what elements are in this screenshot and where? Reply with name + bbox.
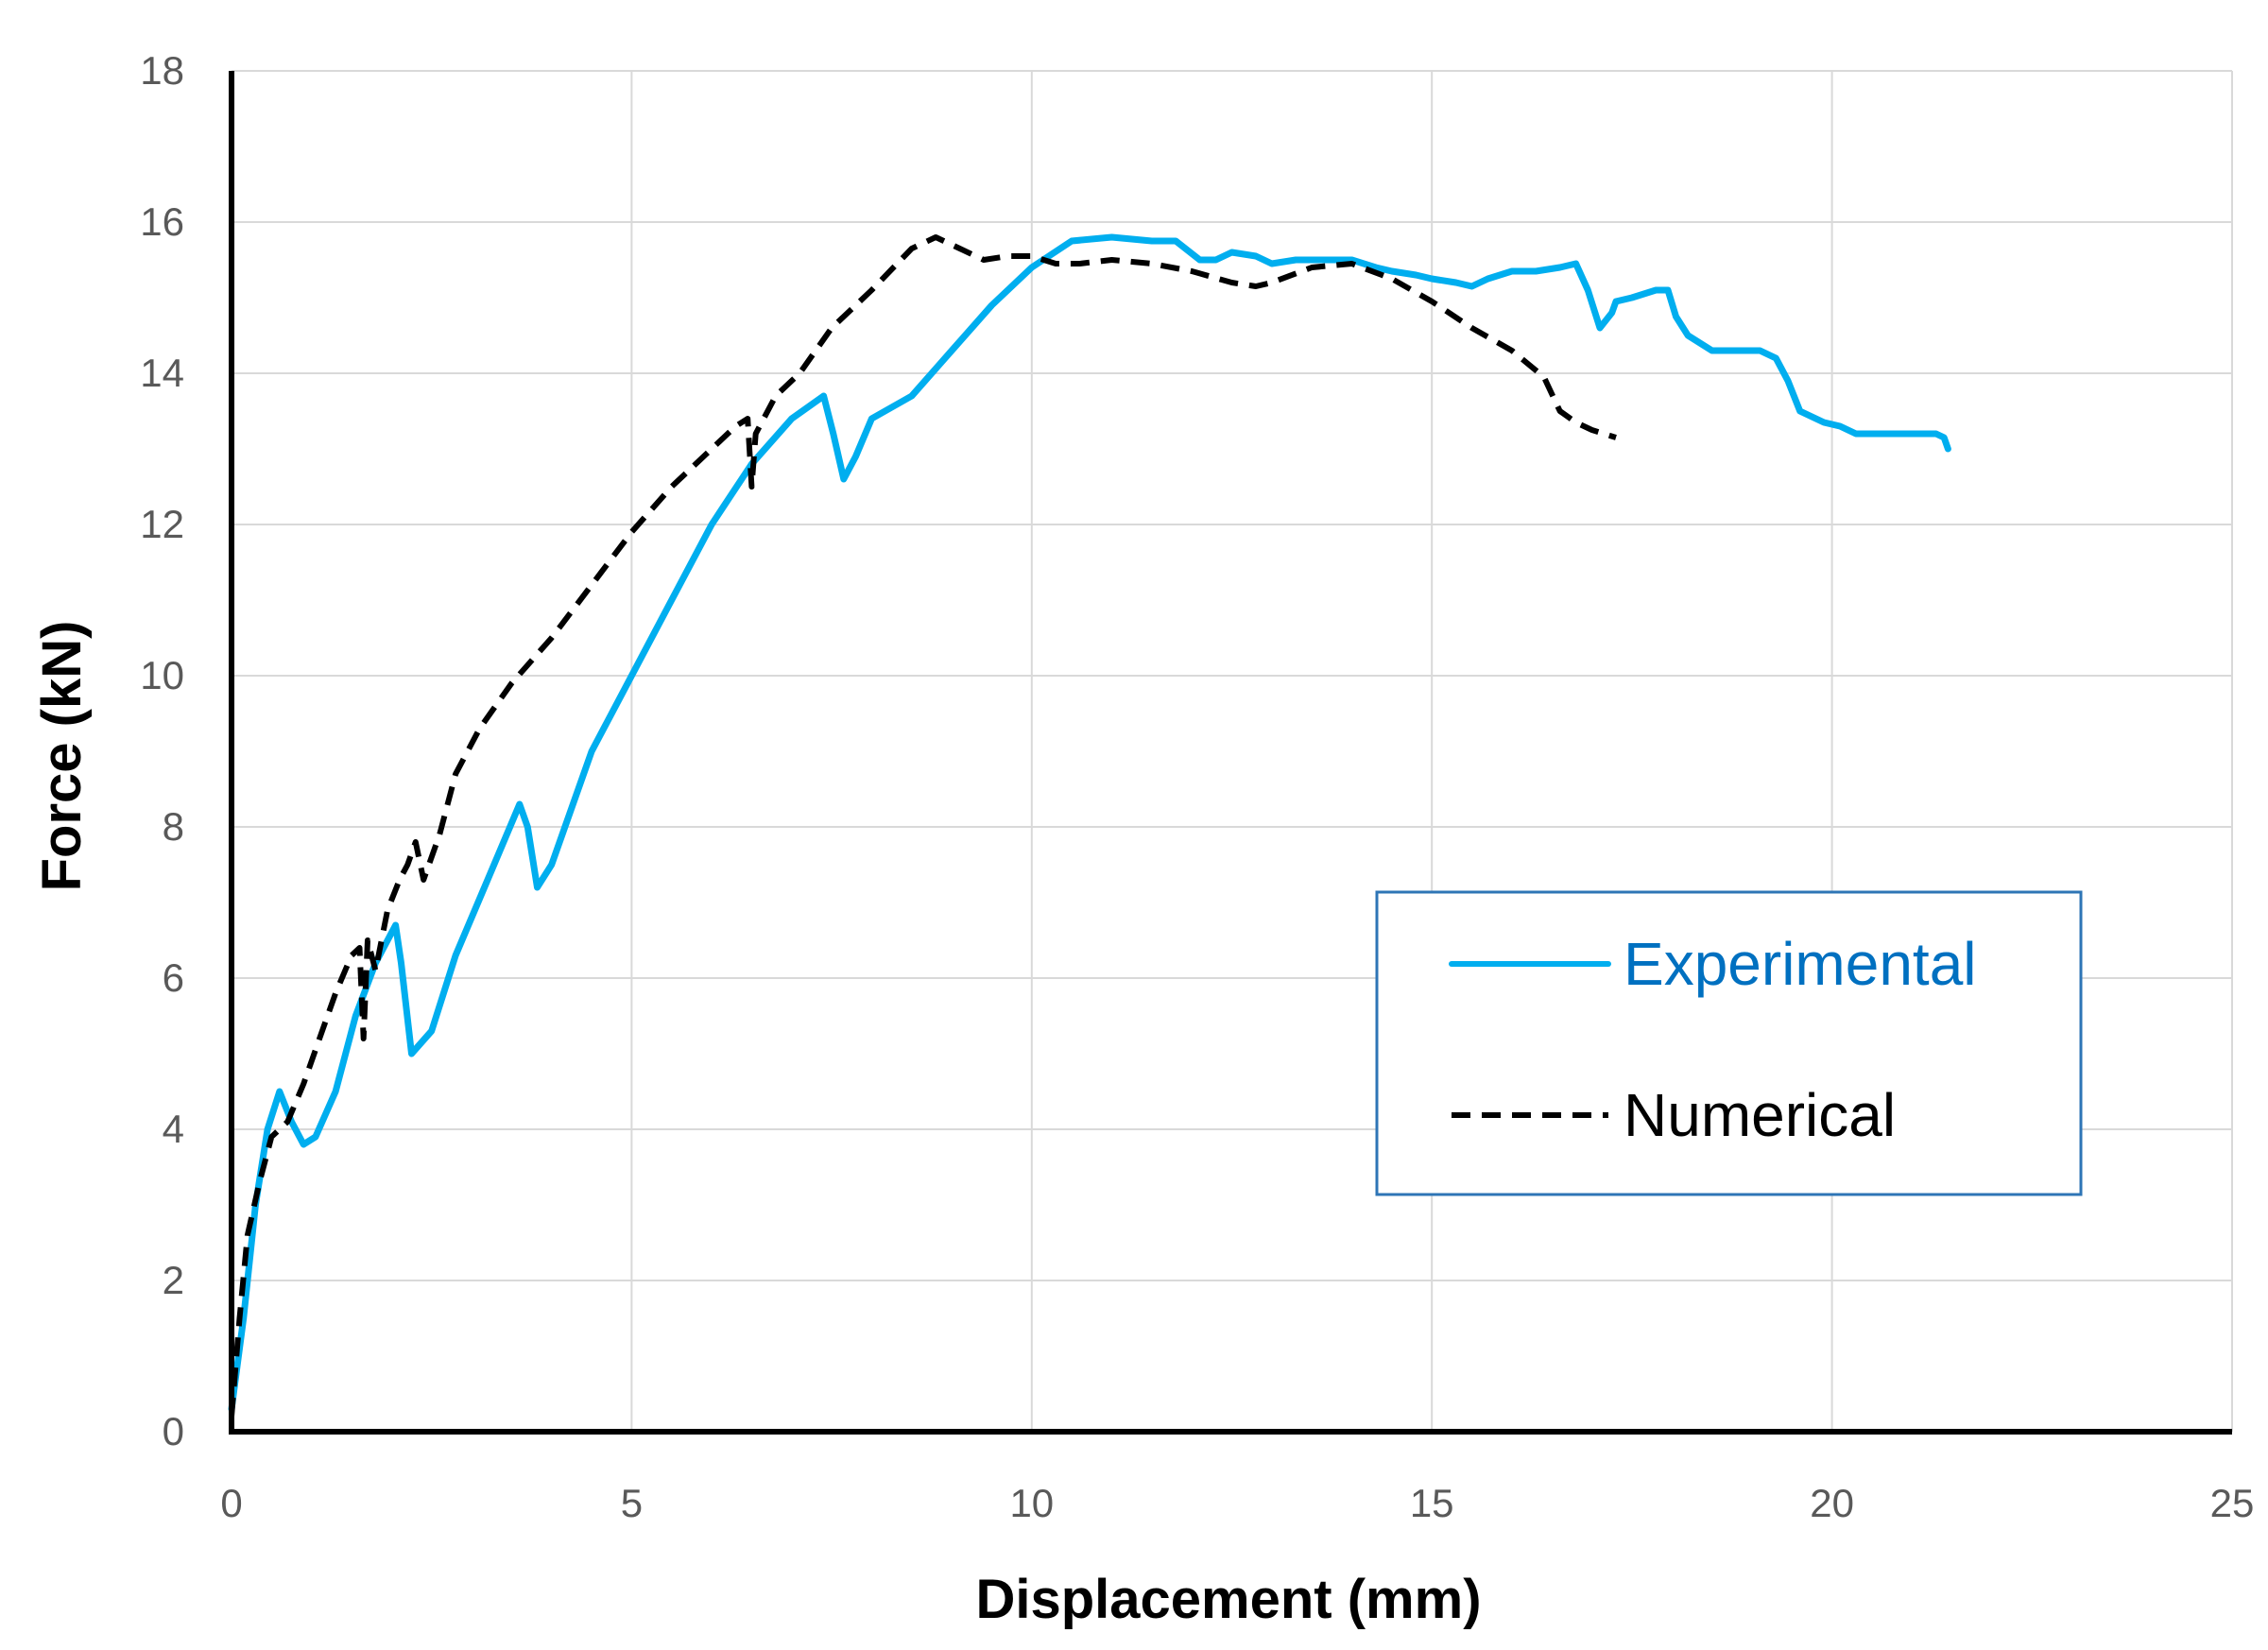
x-tick-labels: 0 5 10 15 20 25 xyxy=(220,1481,2254,1525)
y-tick-label: 4 xyxy=(163,1107,184,1151)
y-tick-label: 0 xyxy=(163,1409,184,1453)
y-axis-title: Force (kN) xyxy=(31,621,93,892)
y-tick-label: 6 xyxy=(163,955,184,1000)
gridlines xyxy=(232,70,2233,1432)
y-tick-label: 2 xyxy=(163,1258,184,1302)
series-line-numerical xyxy=(229,234,1617,1418)
y-tick-label: 10 xyxy=(140,653,184,697)
y-tick-label: 18 xyxy=(140,48,184,93)
x-tick-label: 5 xyxy=(621,1481,643,1525)
legend: Experimental Numerical xyxy=(1375,890,2083,1196)
legend-box xyxy=(1375,890,2083,1196)
series-layer xyxy=(228,233,1951,1418)
y-tick-label: 12 xyxy=(140,502,184,546)
y-tick-labels: 0 2 4 6 8 10 12 14 16 18 xyxy=(140,48,184,1453)
series-line-experimental xyxy=(228,233,1951,1413)
x-tick-label: 15 xyxy=(1410,1481,1454,1525)
y-tick-label: 16 xyxy=(140,199,184,244)
y-tick-label: 14 xyxy=(140,351,184,395)
x-axis-title: Displacement (mm) xyxy=(975,1569,1481,1630)
legend-label-numerical: Numerical xyxy=(1624,1081,1896,1149)
x-tick-label: 0 xyxy=(220,1481,242,1525)
x-tick-label: 10 xyxy=(1009,1481,1054,1525)
y-tick-label: 8 xyxy=(163,804,184,849)
x-tick-label: 25 xyxy=(2210,1481,2255,1525)
x-tick-label: 20 xyxy=(1810,1481,1854,1525)
legend-label-experimental: Experimental xyxy=(1624,930,1977,998)
